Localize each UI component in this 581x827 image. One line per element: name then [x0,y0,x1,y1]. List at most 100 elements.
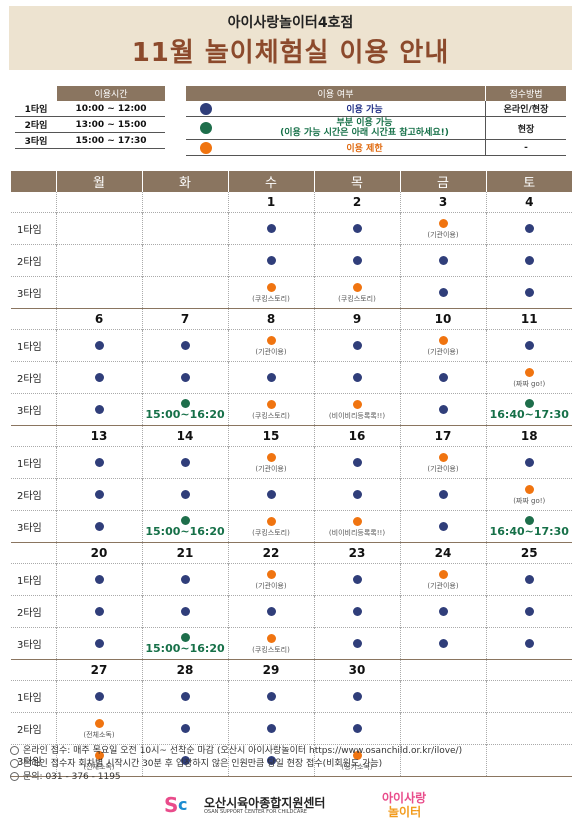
slot-cell [55,595,142,628]
orange-dot-icon [266,516,276,526]
time-slot-label: 3타임 [15,132,58,149]
blue-dot-icon [524,575,534,584]
blue-dot-icon [266,224,276,233]
slot-cell [227,744,314,777]
slot-note: (기관이용) [427,230,459,239]
slot-cell [399,712,486,745]
slot-row: 3타임 15:00~16:20 (쿠킹스토리) (비이비리등록록!!) 16:40~17… [11,510,572,543]
slot-cell [313,478,400,511]
date-cell: 17 [399,425,486,447]
weekday-header: 목 [313,171,400,192]
slot-cell [399,680,486,713]
slot-cell [485,244,572,277]
slot-cell: (쿠킹스토리) [227,393,314,426]
orange-dot-icon [438,569,448,579]
method-header: 접수방법 [485,86,566,101]
date-cell [141,192,228,213]
slot-label: 3타임 [11,393,56,426]
slot-note: (정기소독) [341,762,373,771]
blue-dot-icon [438,256,448,265]
slot-cell [313,361,400,394]
blue-dot-icon [352,341,362,350]
slot-label: 2타임 [11,478,56,511]
weekday-header: 월 [55,171,142,192]
slot-cell: (기관이용) [399,212,486,245]
date-cell: 23 [313,542,400,564]
slot-cell [399,244,486,277]
orange-dot-icon [524,484,534,494]
blue-dot-icon [266,756,276,765]
time-slot-range: 13:00 ~ 15:00 [57,116,165,133]
slot-cell [141,329,228,362]
blue-dot-icon [94,373,104,382]
slot-row: 1타임 (기관이용) (기관이용) [11,329,572,362]
blue-dot-icon [438,490,448,499]
slot-cell [399,478,486,511]
date-cell: 18 [485,425,572,447]
slot-cell: (기관이용) [399,446,486,479]
slot-cell [227,595,314,628]
green-dot-icon [524,398,534,408]
date-cell: 9 [313,308,400,330]
slot-cell [141,744,228,777]
circle-bullet-icon [10,759,19,768]
footer-notes: 온라인 접수: 매주 목요일 오전 10시~ 선착순 마감 (오산시 아이사랑놀… [10,745,575,784]
time-table: 이용시간 1타임 10:00 ~ 12:00 2타임 13:00 ~ 15:00… [15,86,165,149]
slot-label: 2타임 [11,244,56,277]
slot-cell [55,510,142,543]
blue-dot-icon [94,639,104,648]
slot-cell [141,446,228,479]
footer-note: 온라인 접수자 회차별 시작시간 30분 후 입장하지 않은 인원만큼 당일 현… [10,758,575,771]
date-cell: 16 [313,425,400,447]
orange-dot-icon [438,335,448,345]
slot-cell [227,361,314,394]
slot-cell [141,478,228,511]
slot-cell [485,329,572,362]
date-cell: 14 [141,425,228,447]
method-onsite: 현장 [485,116,566,140]
slot-cell [313,712,400,745]
weekday-header: 화 [141,171,228,192]
green-dot-icon [524,515,534,525]
slot-cell [313,680,400,713]
calendar-table: 월 화 수 목 금 토 1 2 3 4 1타임 (기관이용) 2타임 3타임 (쿠킹스토리) (쿠… [11,171,572,777]
weekday-header: 수 [227,171,314,192]
slot-row: 1타임 (기관이용) [11,212,572,245]
slot-row: 2타임 [11,244,572,277]
slot-label: 2타임 [11,712,56,745]
blue-dot-icon [94,458,104,467]
slot-cell [399,744,486,777]
slot-cell [55,329,142,362]
date-cell: 11 [485,308,572,330]
slot-cell [141,212,228,245]
date-cell: 24 [399,542,486,564]
slot-row: 1타임 (기관이용) (기관이용) [11,563,572,596]
slot-cell [141,244,228,277]
slot-label: 1타임 [11,329,56,362]
blue-dot-icon [352,373,362,382]
slot-cell [227,712,314,745]
date-cell: 3 [399,192,486,213]
blue-dot-icon [266,692,276,701]
slot-label: 1타임 [11,212,56,245]
date-cell: 1 [227,192,314,213]
slot-cell [399,361,486,394]
slot-cell [141,595,228,628]
time-slot-label: 2타임 [15,116,58,133]
blue-dot-icon [200,102,212,115]
slot-label: 1타임 [11,680,56,713]
slot-cell: (짜짜 go!) [485,478,572,511]
slot-row: 3타임 (전체소독) (정기소독) [11,744,572,777]
orange-dot-icon [266,282,276,292]
slot-cell [55,478,142,511]
slot-note: (기관이용) [427,347,459,356]
date-cell: 8 [227,308,314,330]
slot-label: 3타임 [11,276,56,309]
blue-dot-icon [94,692,104,701]
date-cell: 21 [141,542,228,564]
slot-cell [399,595,486,628]
slot-cell: (기관이용) [227,329,314,362]
slot-cell [313,595,400,628]
slot-row: 2타임 (짜짜 go!) [11,478,572,511]
status-legend-table: 이용 여부 접수방법 이용 가능 온라인/현장 부분 이용 가능 (이용 가능 … [186,86,566,156]
